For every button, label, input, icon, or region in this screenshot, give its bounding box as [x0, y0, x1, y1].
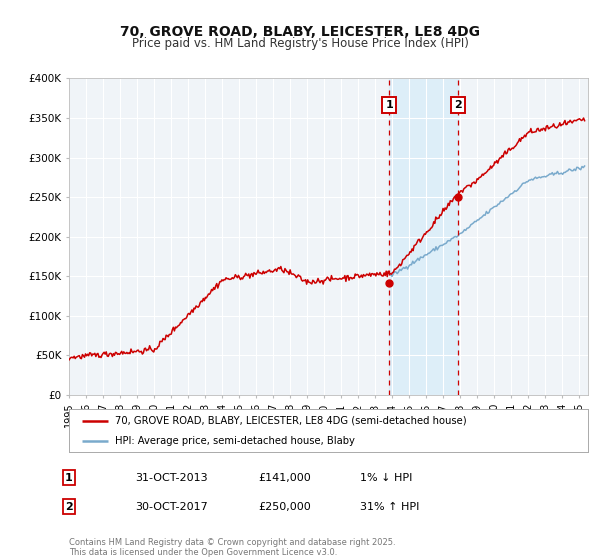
- Text: £141,000: £141,000: [258, 473, 311, 483]
- Text: Price paid vs. HM Land Registry's House Price Index (HPI): Price paid vs. HM Land Registry's House …: [131, 38, 469, 50]
- Text: Contains HM Land Registry data © Crown copyright and database right 2025.
This d: Contains HM Land Registry data © Crown c…: [69, 538, 395, 557]
- Text: 2: 2: [65, 502, 73, 512]
- Text: 1% ↓ HPI: 1% ↓ HPI: [360, 473, 412, 483]
- Text: 2: 2: [454, 100, 461, 110]
- Text: 31% ↑ HPI: 31% ↑ HPI: [360, 502, 419, 512]
- Text: 70, GROVE ROAD, BLABY, LEICESTER, LE8 4DG (semi-detached house): 70, GROVE ROAD, BLABY, LEICESTER, LE8 4D…: [115, 416, 466, 426]
- Bar: [389, 78, 458, 395]
- Text: 31-OCT-2013: 31-OCT-2013: [135, 473, 208, 483]
- Text: 30-OCT-2017: 30-OCT-2017: [135, 502, 208, 512]
- Text: 1: 1: [386, 100, 394, 110]
- Text: 70, GROVE ROAD, BLABY, LEICESTER, LE8 4DG: 70, GROVE ROAD, BLABY, LEICESTER, LE8 4D…: [120, 25, 480, 39]
- Text: 1: 1: [65, 473, 73, 483]
- Text: £250,000: £250,000: [258, 502, 311, 512]
- Text: HPI: Average price, semi-detached house, Blaby: HPI: Average price, semi-detached house,…: [115, 436, 355, 446]
